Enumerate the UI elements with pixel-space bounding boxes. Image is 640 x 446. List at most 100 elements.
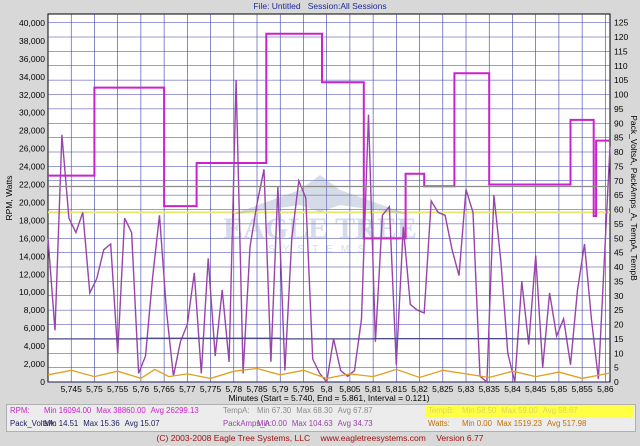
x-tick-label: 5,855 bbox=[571, 384, 593, 394]
x-tick-label: 5,78 bbox=[226, 384, 243, 394]
tick-labels: 5,745 5,75 5,755 5,76 5,765 5,77 5,775 5,78 5,78… bbox=[19, 18, 628, 394]
x-tick-label: 5,825 bbox=[432, 384, 454, 394]
x-tick-label: 5,815 bbox=[386, 384, 408, 394]
y-right-tick-label: 35 bbox=[614, 276, 624, 286]
y-right-tick-label: 55 bbox=[614, 219, 624, 229]
x-tick-label: 5,75 bbox=[86, 384, 103, 394]
x-tick-label: 5,765 bbox=[153, 384, 175, 394]
legend-item: Watts: Min 0.00 Max 1519.23 Avg 517.98 bbox=[425, 418, 633, 430]
y-right-tick-label: 75 bbox=[614, 161, 624, 171]
session-label: Session:All Sessions bbox=[307, 1, 387, 11]
window-title: File: Untitled Session:All Sessions bbox=[0, 0, 640, 14]
y-left-tick-label: 18,000 bbox=[19, 215, 45, 225]
x-tick-label: 5,835 bbox=[479, 384, 501, 394]
legend-avg: Avg 26299.13 bbox=[150, 406, 199, 415]
y-right-tick-label: 15 bbox=[614, 334, 624, 344]
plot-background bbox=[47, 13, 611, 383]
y-left-tick-label: 34,000 bbox=[19, 72, 45, 82]
legend-max: Max 59.00 bbox=[501, 406, 538, 415]
y-left-tick-label: 38,000 bbox=[19, 36, 45, 46]
legend-min: Min 16094.00 bbox=[44, 406, 92, 415]
y-right-tick-label: 10 bbox=[614, 348, 624, 358]
y-left-tick-label: 12,000 bbox=[19, 269, 45, 279]
y-right-tick-label: 100 bbox=[614, 90, 628, 100]
y-left-tick-label: 30,000 bbox=[19, 108, 45, 118]
series-watts bbox=[47, 367, 611, 380]
series-packamps-a bbox=[47, 80, 611, 384]
y-right-tick-label: 45 bbox=[614, 248, 624, 258]
legend-min: Min 0.00 bbox=[462, 419, 492, 428]
x-tick-label: 5,76 bbox=[133, 384, 150, 394]
y-left-tick-label: 14,000 bbox=[19, 251, 45, 261]
y-left-tick-label: 32,000 bbox=[19, 90, 45, 100]
version: Version 6.77 bbox=[436, 433, 484, 443]
y-left-tick-label: 8,000 bbox=[24, 305, 46, 315]
legend-avg: Avg 517.98 bbox=[547, 419, 587, 428]
y-right-tick-label: 50 bbox=[614, 233, 624, 243]
y-left-tick-label: 26,000 bbox=[19, 144, 45, 154]
legend: RPM: Min 16094.00 Max 38860.00 Avg 26299.13… bbox=[6, 404, 636, 432]
y-right-tick-label: 90 bbox=[614, 118, 624, 128]
legend-max: Max 15.36 bbox=[83, 419, 120, 428]
legend-item: PackAmps_A:Min 0.00 Max 104.63 Avg 34.73 bbox=[220, 418, 424, 430]
series-pack-voltsa bbox=[48, 337, 611, 340]
footer: (C) 2003-2008 Eagle Tree Systems, LLC ww… bbox=[0, 432, 640, 444]
website-link[interactable]: www.eagletreesystems.com bbox=[320, 433, 426, 443]
y-right-tick-label: 80 bbox=[614, 147, 624, 157]
y-right-tick-label: 105 bbox=[614, 75, 628, 85]
copyright: (C) 2003-2008 Eagle Tree Systems, LLC bbox=[156, 433, 311, 443]
y-right-tick-label: 95 bbox=[614, 104, 624, 114]
y-right-tick-label: 70 bbox=[614, 176, 624, 186]
legend-max: Max 1519.23 bbox=[496, 419, 542, 428]
legend-avg: Avg 15.07 bbox=[124, 419, 160, 428]
legend-min: Min 14.51 bbox=[44, 419, 79, 428]
chart: EAGLE TREE SYSTEMS 5,745 5,75 5,755 5,76 5,7… bbox=[4, 13, 639, 403]
y-left-tick-label: 6,000 bbox=[24, 323, 46, 333]
x-tick-label: 5,755 bbox=[107, 384, 129, 394]
legend-max: Max 104.63 bbox=[291, 419, 333, 428]
x-tick-label: 5,795 bbox=[293, 384, 315, 394]
legend-series-name: TempB: bbox=[428, 406, 455, 415]
y-right-tick-label: 125 bbox=[614, 18, 628, 28]
legend-series-name: PackAmps_A: bbox=[223, 419, 272, 428]
y-right-tick-label: 110 bbox=[614, 61, 628, 71]
y-left-tick-label: 40,000 bbox=[19, 18, 45, 28]
watermark-text: EAGLE TREE bbox=[223, 212, 417, 245]
x-tick-label: 5,785 bbox=[246, 384, 268, 394]
file-label: File: Untitled bbox=[253, 1, 301, 11]
legend-max: Max 68.30 bbox=[296, 406, 333, 415]
y-left-tick-label: 10,000 bbox=[19, 287, 45, 297]
legend-max: Max 38860.00 bbox=[96, 406, 146, 415]
y-right-tick-label: 30 bbox=[614, 291, 624, 301]
x-tick-label: 5,84 bbox=[504, 384, 521, 394]
x-tick-label: 5,775 bbox=[200, 384, 222, 394]
watermark-sub: SYSTEMS bbox=[268, 244, 372, 255]
legend-min: Min 58.50 bbox=[462, 406, 497, 415]
x-tick-label: 5,82 bbox=[411, 384, 428, 394]
y-left-tick-label: 2,000 bbox=[24, 359, 46, 369]
y-right-tick-label: 60 bbox=[614, 205, 624, 215]
y-right-tick-label: 120 bbox=[614, 32, 628, 42]
legend-item: RPM: Min 16094.00 Max 38860.00 Avg 26299.13 bbox=[7, 405, 219, 417]
x-tick-label: 5,845 bbox=[525, 384, 547, 394]
y-right-tick-label: 65 bbox=[614, 190, 624, 200]
x-tick-label: 5,79 bbox=[272, 384, 289, 394]
y-left-tick-label: 36,000 bbox=[19, 54, 45, 64]
x-tick-label: 5,745 bbox=[61, 384, 83, 394]
y-right-tick-label: 0 bbox=[614, 377, 619, 387]
y-right-tick-label: 115 bbox=[614, 46, 628, 56]
legend-item: Pack_VoltsA:Min 14.51 Max 15.36 Avg 15.07 bbox=[7, 418, 219, 430]
y-left-tick-label: 24,000 bbox=[19, 162, 45, 172]
y-axis-left-title: RPM, Watts bbox=[4, 175, 14, 220]
legend-min: Min 0.00 bbox=[257, 419, 287, 428]
y-left-tick-label: 28,000 bbox=[19, 126, 45, 136]
y-right-tick-label: 5 bbox=[614, 363, 619, 373]
legend-avg: Avg 58.67 bbox=[542, 406, 578, 415]
legend-item: TempB: Min 58.50 Max 59.00 Avg 58.67 bbox=[425, 405, 633, 417]
x-tick-label: 5,77 bbox=[179, 384, 196, 394]
y-left-tick-label: 0 bbox=[40, 377, 45, 387]
x-tick-label: 5,805 bbox=[339, 384, 361, 394]
x-tick-label: 5,8 bbox=[321, 384, 333, 394]
series-rpm bbox=[48, 32, 610, 240]
legend-series-name: Pack_VoltsA: bbox=[10, 419, 56, 428]
